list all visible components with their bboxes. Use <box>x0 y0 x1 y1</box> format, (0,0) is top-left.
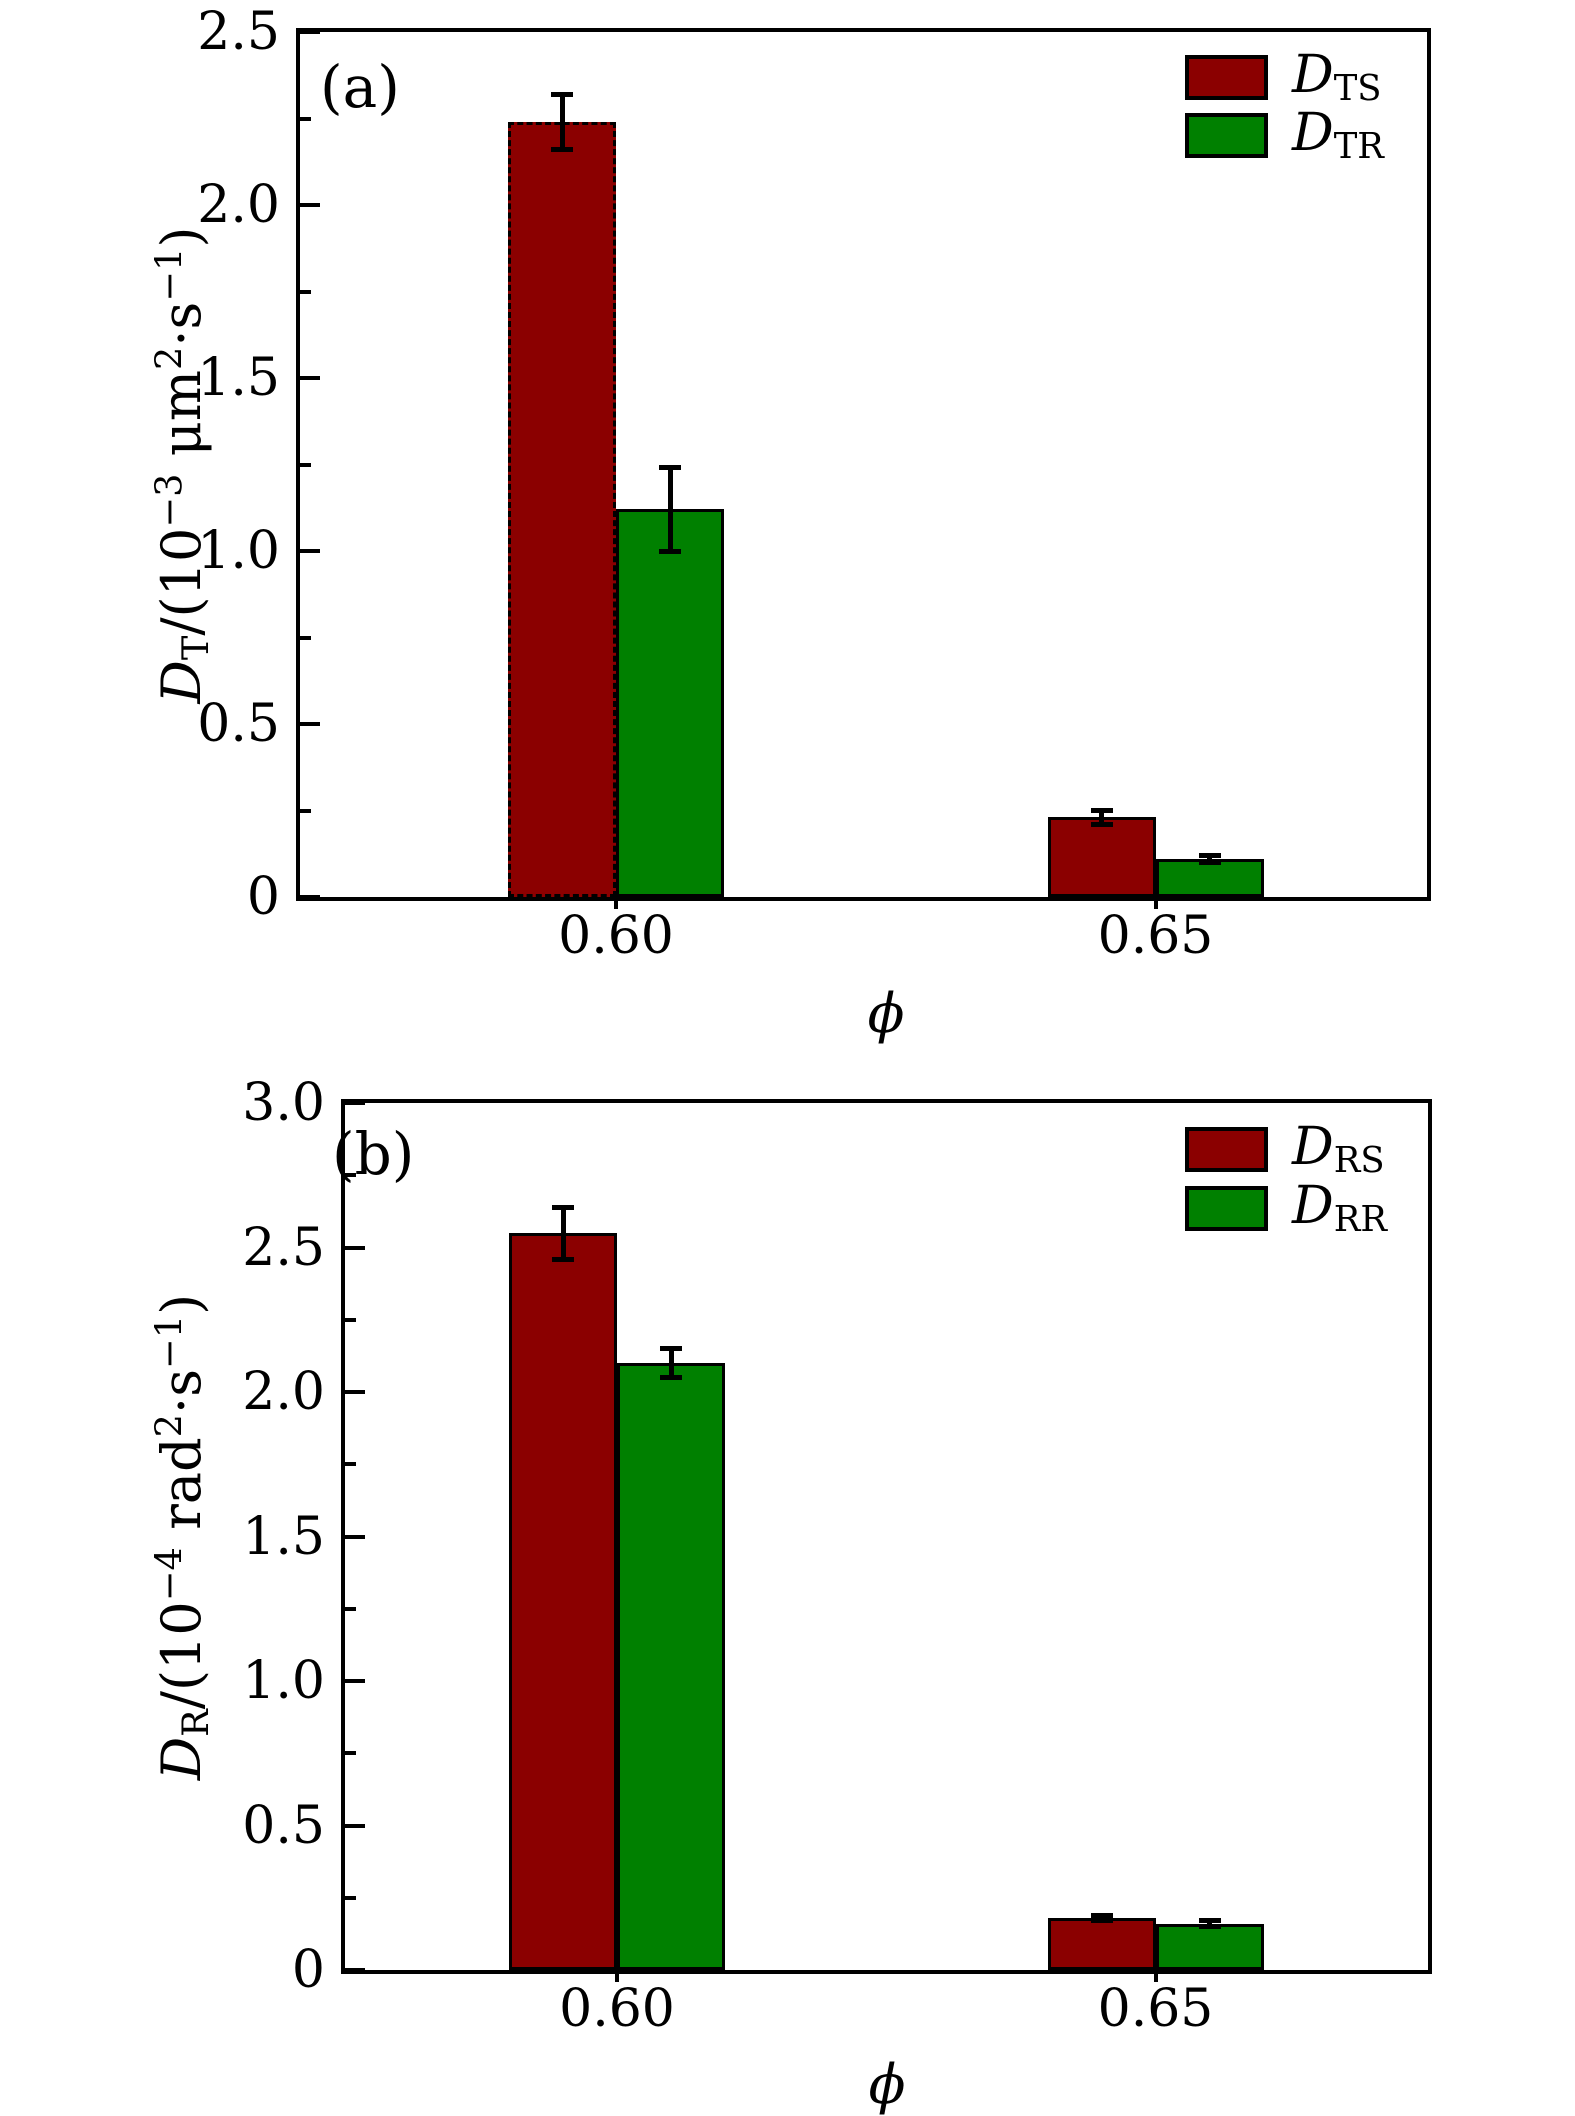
y-major-tick <box>345 1101 365 1105</box>
legend-item-dtr: DTR <box>1185 107 1384 164</box>
y-minor-tick <box>345 1895 356 1900</box>
x-tick-label: 0.65 <box>1097 906 1214 966</box>
y-minor-tick <box>300 289 311 294</box>
legend-label-dtr: DTR <box>1292 102 1384 167</box>
error-bar-line <box>667 467 673 551</box>
error-bar-line <box>559 94 565 150</box>
error-bar-cap <box>659 548 681 554</box>
y-tick-label: 0 <box>291 1940 325 2000</box>
y-tick-label: 2.0 <box>242 1362 325 1422</box>
bar-D_TR-0.60 <box>616 509 724 897</box>
error-bar-cap <box>1198 1918 1221 1924</box>
error-bar-line <box>1207 1920 1212 1927</box>
y-major-tick <box>345 1245 365 1250</box>
error-bar-cap <box>660 1346 682 1352</box>
plot-area-b <box>341 1099 1432 1982</box>
legend-item-drs: DRS <box>1185 1121 1387 1178</box>
y-tick-label: 1.0 <box>242 1651 325 1711</box>
y-tick-label: 0.5 <box>197 694 280 754</box>
error-bar-cap <box>551 147 573 153</box>
y-major-tick <box>345 1679 365 1683</box>
legend-item-dts: DTS <box>1185 49 1384 106</box>
error-bar-cap <box>1198 859 1221 865</box>
plot-area-a <box>296 28 1431 909</box>
x-tick <box>1153 1970 1158 1982</box>
legend-label-drs: DRS <box>1292 1116 1385 1181</box>
y-tick-label: 0 <box>246 867 280 927</box>
error-bar-cap <box>1198 1924 1221 1930</box>
legend-swatch-drs <box>1185 1127 1268 1172</box>
error-bar-line <box>1099 1915 1104 1921</box>
error-bar-line <box>1207 855 1212 863</box>
bar-D_RR-0.60 <box>617 1363 725 1970</box>
y-minor-tick <box>345 1462 356 1467</box>
x-tick <box>615 1970 619 1982</box>
legend-item-drr: DRR <box>1185 1180 1387 1237</box>
x-tick-label: 0.60 <box>559 1979 675 2039</box>
y-major-tick <box>300 722 320 726</box>
bar-D_RS-0.60 <box>509 1233 617 1970</box>
y-minor-tick <box>300 462 311 467</box>
bar-D_RR-0.65 <box>1155 1923 1264 1970</box>
bar-D_RS-0.65 <box>1047 1917 1156 1970</box>
x-tick-label: 0.65 <box>1097 1979 1214 2039</box>
error-bar-cap <box>552 1256 574 1262</box>
legend-label-drr: DRR <box>1292 1175 1387 1240</box>
panel-tag-b: (b) <box>332 1120 415 1188</box>
legend-swatch-dts <box>1185 55 1268 100</box>
y-major-tick <box>300 376 320 380</box>
error-bar-line <box>668 1348 674 1378</box>
y-tick-label: 1.5 <box>197 348 280 408</box>
y-minor-tick <box>300 808 311 813</box>
y-major-tick <box>300 549 320 553</box>
y-minor-tick <box>345 1606 356 1611</box>
y-major-tick <box>345 1968 365 1972</box>
x-tick-label: 0.60 <box>558 906 674 966</box>
y-tick-label: 0.5 <box>242 1795 325 1856</box>
y-tick-label: 1.0 <box>197 521 280 581</box>
legend-b: DRS DRR <box>1185 1121 1387 1237</box>
error-bar-cap <box>1090 1918 1113 1924</box>
y-minor-tick <box>345 1173 356 1178</box>
error-bar-line <box>560 1207 566 1260</box>
error-bar-cap <box>1090 808 1113 813</box>
y-tick-label: 3.0 <box>242 1073 325 1133</box>
y-major-tick <box>345 1823 365 1828</box>
error-bar-cap <box>1090 821 1113 827</box>
y-major-tick <box>300 895 320 899</box>
error-bar-cap <box>660 1375 682 1381</box>
y-major-tick <box>300 30 320 34</box>
bar-D_TS-0.60 <box>508 121 616 897</box>
y-tick-label: 2.5 <box>242 1217 325 1278</box>
error-bar-cap <box>552 1204 574 1210</box>
y-minor-tick <box>345 1751 356 1756</box>
y-major-tick <box>345 1390 365 1394</box>
x-tick <box>1153 897 1158 909</box>
y-tick-label: 2.0 <box>197 175 280 235</box>
error-bar-cap <box>551 91 573 97</box>
x-axis-label-b: ϕ <box>868 2053 906 2116</box>
legend-swatch-drr <box>1185 1186 1268 1231</box>
x-axis-label-a: ϕ <box>867 982 905 1045</box>
y-tick-label: 1.5 <box>242 1506 325 1567</box>
y-major-tick <box>345 1534 365 1539</box>
x-tick <box>614 897 618 909</box>
y-major-tick <box>300 203 320 207</box>
error-bar-line <box>1099 810 1104 825</box>
legend-label-dts: DTS <box>1292 44 1382 109</box>
y-tick-label: 2.5 <box>197 2 280 62</box>
legend-swatch-dtr <box>1185 113 1268 158</box>
y-minor-tick <box>345 1317 356 1322</box>
error-bar-cap <box>1090 1912 1113 1918</box>
legend-a: DTS DTR <box>1185 49 1384 164</box>
panel-tag-a: (a) <box>320 53 400 121</box>
y-minor-tick <box>300 635 311 640</box>
error-bar-cap <box>1198 852 1221 858</box>
y-minor-tick <box>300 116 311 121</box>
error-bar-cap <box>659 465 681 471</box>
